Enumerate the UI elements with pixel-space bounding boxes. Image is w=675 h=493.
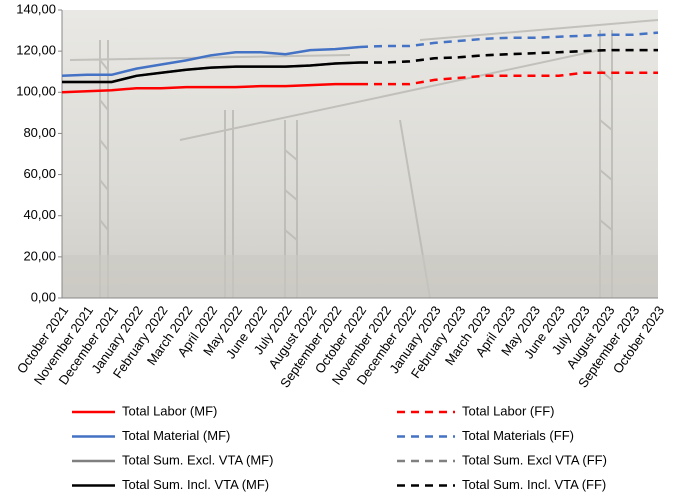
legend-label: Total Sum. Incl. VTA (MF) <box>122 477 269 492</box>
y-tick-label: 40,00 <box>23 207 56 222</box>
legend-item: Total Sum. Incl. VTA (MF) <box>72 477 269 492</box>
series-line <box>360 71 658 86</box>
series-line <box>61 82 360 94</box>
y-tick-label: 120,00 <box>16 43 56 58</box>
legend-label: Total Sum. Excl. VTA (MF) <box>122 452 273 467</box>
legend-item: Total Sum. Excl. VTA (MF) <box>72 452 273 467</box>
y-tick-label: 60,00 <box>23 166 56 181</box>
legend-label: Total Sum. Incl. VTA (FF) <box>462 477 606 492</box>
series-line <box>61 45 361 78</box>
y-tick-label: 80,00 <box>23 125 56 140</box>
legend-label: Total Sum. Excl VTA (FF) <box>462 452 607 467</box>
legend-label: Total Materials (FF) <box>462 428 574 443</box>
legend-item: Total Sum. Incl. VTA (FF) <box>397 477 606 492</box>
series-line <box>360 48 658 64</box>
y-tick-label: 0,00 <box>31 289 56 304</box>
legend-label: Total Material (MF) <box>122 428 230 443</box>
legend-item: Total Sum. Excl VTA (FF) <box>397 452 607 467</box>
legend-label: Total Labor (FF) <box>462 403 554 418</box>
series-line <box>62 61 361 84</box>
legend-item: Total Materials (FF) <box>397 428 574 443</box>
legend-item: Total Material (MF) <box>72 428 230 443</box>
background-photo <box>62 10 659 299</box>
legend-item: Total Labor (FF) <box>397 403 554 418</box>
legend-item: Total Labor (MF) <box>72 403 217 418</box>
series-line <box>359 31 659 49</box>
y-tick-label: 100,00 <box>16 84 56 99</box>
y-tick-label: 20,00 <box>23 248 56 263</box>
legend-label: Total Labor (MF) <box>122 403 217 418</box>
y-tick-label: 140,00 <box>16 1 56 16</box>
